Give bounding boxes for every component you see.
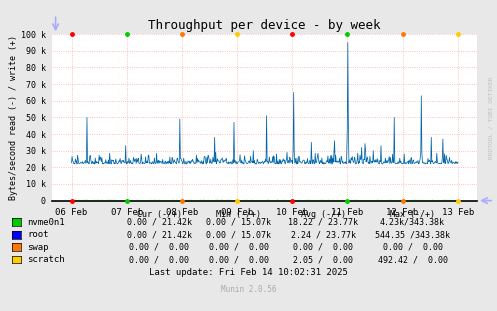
Text: 0.00 /  0.00: 0.00 / 0.00 bbox=[209, 243, 268, 252]
Text: 18.22 / 23.77k: 18.22 / 23.77k bbox=[288, 218, 358, 227]
Y-axis label: Bytes/second read (-) / write (+): Bytes/second read (-) / write (+) bbox=[9, 35, 18, 200]
Text: 0.00 / 15.07k: 0.00 / 15.07k bbox=[206, 218, 271, 227]
Text: 0.00 /  0.00: 0.00 / 0.00 bbox=[209, 255, 268, 264]
Text: Min (-/+): Min (-/+) bbox=[216, 210, 261, 219]
Text: 2.05 /  0.00: 2.05 / 0.00 bbox=[293, 255, 353, 264]
Text: 0.00 /  0.00: 0.00 / 0.00 bbox=[129, 243, 189, 252]
Text: 0.00 /  0.00: 0.00 / 0.00 bbox=[293, 243, 353, 252]
Text: 0.00 / 21.42k: 0.00 / 21.42k bbox=[127, 218, 191, 227]
Text: 492.42 /  0.00: 492.42 / 0.00 bbox=[378, 255, 447, 264]
Text: 544.35 /343.38k: 544.35 /343.38k bbox=[375, 230, 450, 239]
Text: 0.00 /  0.00: 0.00 / 0.00 bbox=[383, 243, 442, 252]
Text: Last update: Fri Feb 14 10:02:31 2025: Last update: Fri Feb 14 10:02:31 2025 bbox=[149, 268, 348, 276]
Text: Cur (-/+): Cur (-/+) bbox=[137, 210, 181, 219]
Text: 0.00 /  0.00: 0.00 / 0.00 bbox=[129, 255, 189, 264]
Text: nvme0n1: nvme0n1 bbox=[27, 218, 65, 227]
Text: scratch: scratch bbox=[27, 255, 65, 264]
Text: RRDTOOL / TOBI OETIKER: RRDTOOL / TOBI OETIKER bbox=[489, 77, 494, 160]
Text: 4.23k/343.38k: 4.23k/343.38k bbox=[380, 218, 445, 227]
Text: 0.00 / 21.42k: 0.00 / 21.42k bbox=[127, 230, 191, 239]
Text: 2.24 / 23.77k: 2.24 / 23.77k bbox=[291, 230, 355, 239]
Text: swap: swap bbox=[27, 243, 49, 252]
Text: Max (-/+): Max (-/+) bbox=[390, 210, 435, 219]
Text: root: root bbox=[27, 230, 49, 239]
Text: Munin 2.0.56: Munin 2.0.56 bbox=[221, 285, 276, 294]
Text: Avg (-/+): Avg (-/+) bbox=[301, 210, 345, 219]
Text: 0.00 / 15.07k: 0.00 / 15.07k bbox=[206, 230, 271, 239]
Title: Throughput per device - by week: Throughput per device - by week bbox=[149, 19, 381, 32]
